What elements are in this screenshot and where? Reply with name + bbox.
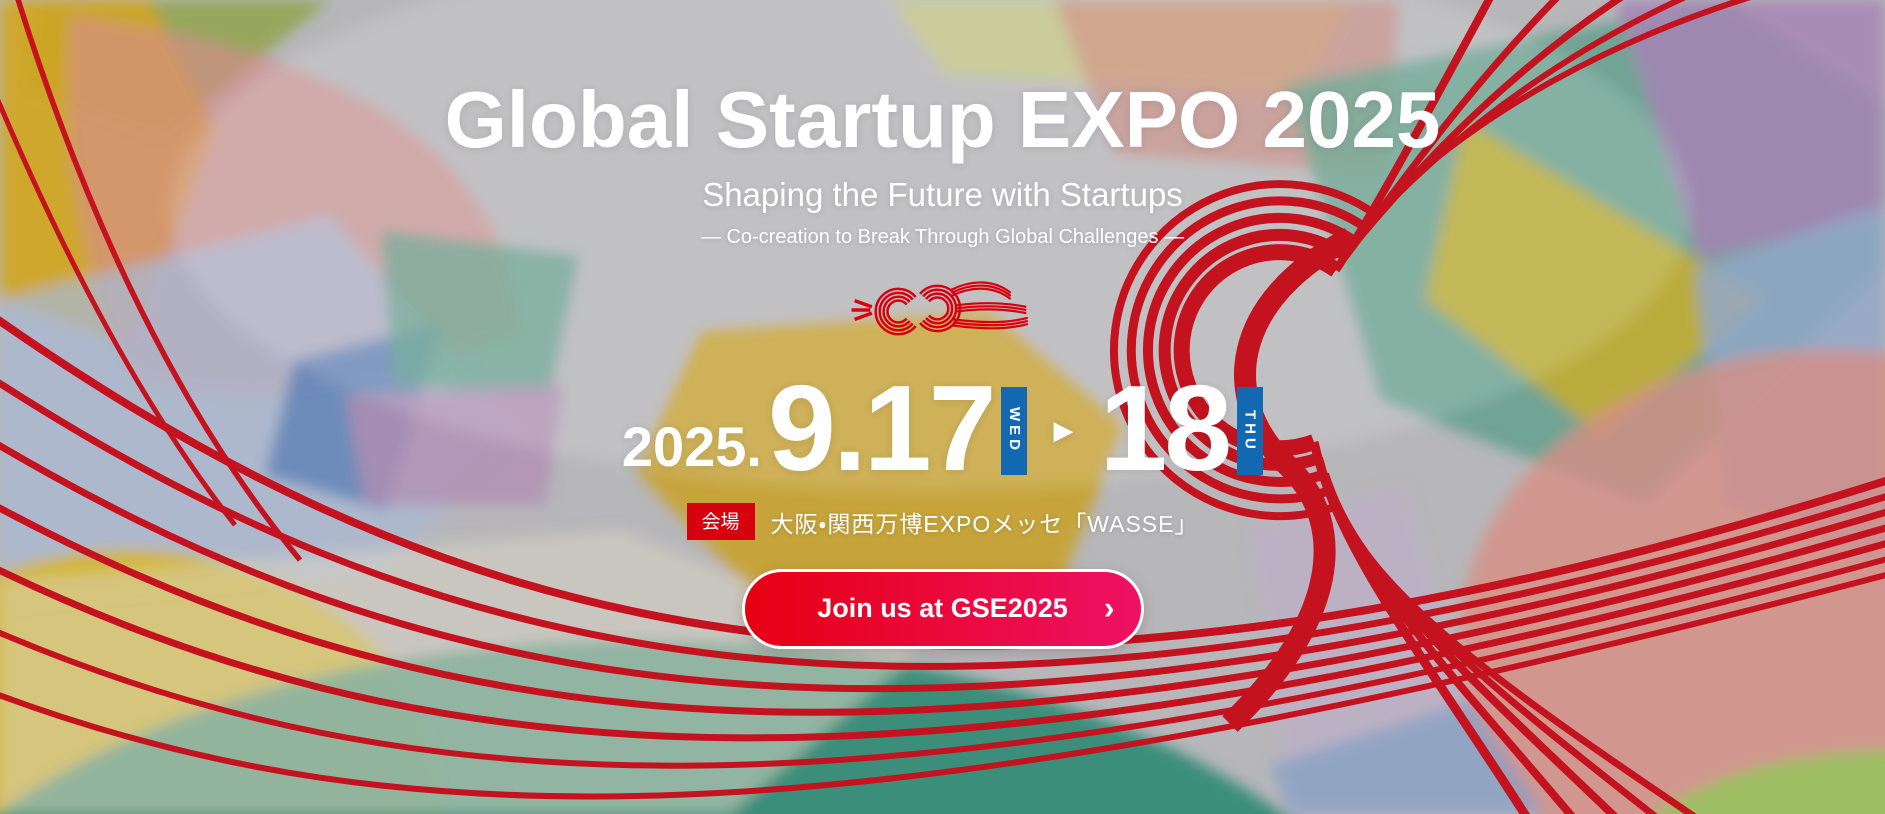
cta-label: Join us at GSE2025	[817, 593, 1068, 624]
date-start-dow-tag: WED	[1001, 386, 1028, 475]
page-title: Global Startup EXPO 2025	[444, 75, 1441, 164]
join-cta-button[interactable]: Join us at GSE2025 ›	[741, 568, 1144, 649]
tagline: — Co-creation to Break Through Global Ch…	[700, 225, 1185, 248]
subtitle: Shaping the Future with Startups	[702, 176, 1183, 213]
date-end-day: 18	[1099, 359, 1232, 496]
chevron-right-icon: ›	[1103, 589, 1115, 626]
gse-knot-logo-icon	[850, 271, 1034, 349]
venue: 会場 大阪・関西万博EXPOメッセ「WASSE」	[686, 503, 1199, 541]
date-end-dow-tag: THU	[1237, 386, 1264, 475]
date-start-day: 9.17	[767, 359, 996, 496]
date-year: 2025.	[621, 414, 762, 478]
venue-label-badge: 会場	[686, 503, 755, 541]
event-dates: 2025. 9.17 WED ▶ 18 THU	[621, 359, 1264, 496]
venue-name: 大阪・関西万博EXPOメッセ「WASSE」	[770, 510, 1199, 537]
arrow-separator-icon: ▶	[1053, 414, 1074, 445]
